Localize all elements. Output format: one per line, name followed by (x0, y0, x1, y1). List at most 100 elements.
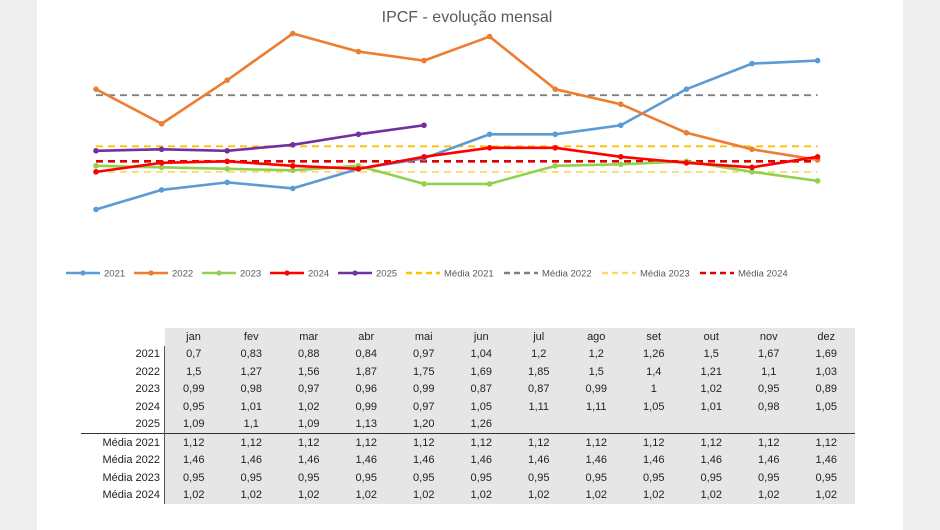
table-cell: 1,02 (395, 486, 453, 504)
table-cell: 1,69 (797, 345, 855, 363)
legend-marker-2024 (284, 270, 290, 276)
legend-label-m-dia-2022: Média 2022 (542, 269, 592, 280)
table-cell: 1,12 (625, 433, 683, 452)
legend-label-2024: 2024 (308, 269, 329, 280)
table-cell: 1,05 (452, 398, 510, 416)
legend-label-m-dia-2023: Média 2023 (640, 269, 690, 280)
table-cell: 1,26 (625, 345, 683, 363)
table-cell: 1,12 (797, 433, 855, 452)
data-point-2025-jun (421, 122, 427, 129)
data-table: jan fev mar abr mai jun jul ago set out nov dez 2021… (81, 328, 855, 504)
table-cell: 0,99 (337, 398, 395, 416)
table-cell: 1,04 (452, 345, 510, 363)
table-cell: 1,46 (510, 451, 568, 469)
row-label: 2025 (81, 415, 165, 434)
data-point-2025-jan (93, 148, 99, 154)
data-point-2022-jan (93, 86, 99, 92)
data-point-2021-nov (749, 60, 755, 67)
table-cell (797, 415, 855, 434)
table-cell: 1,46 (280, 451, 338, 469)
table-cell: 1,12 (510, 433, 568, 452)
table-cell: 1,02 (567, 486, 625, 504)
data-point-2021-abr (290, 185, 296, 192)
legend-label-2025: 2025 (376, 269, 397, 280)
data-point-2021-fev (158, 187, 165, 193)
table-cell: 0,98 (740, 398, 798, 416)
table-cell: 1,27 (222, 363, 280, 381)
data-point-2021-out (683, 86, 690, 92)
data-point-2024-nov (749, 164, 755, 171)
table-cell: 0,87 (452, 380, 510, 398)
table-cell: 1,26 (452, 415, 510, 434)
line-chart: IPCF - evolução mensal 2021 2022 2023 2024 20… (66, 9, 821, 280)
table-row: 2023 0,99 0,98 0,97 0,96 0,99 0,87 0,87 0,99 1 1,0… (81, 380, 855, 398)
table-cell: 0,95 (740, 469, 798, 487)
table-cell: 1,46 (682, 451, 740, 469)
data-point-2022-jul (486, 33, 493, 40)
table-cell: 1,01 (222, 398, 280, 416)
column-header: jan (164, 328, 223, 346)
table-cell: 1,02 (164, 486, 223, 504)
data-point-2022-nov (749, 146, 755, 153)
data-point-2021-ago (552, 131, 558, 138)
table-cell: 0,97 (395, 345, 453, 363)
table-cell: 1,5 (682, 345, 740, 363)
table-cell: 1,09 (280, 415, 338, 434)
table-cell: 1,03 (797, 363, 855, 381)
table-row: Média 2024 1,02 1,02 1,02 1,02 1,02 1,02 1,02 1,… (81, 486, 855, 504)
table-cell: 1,12 (337, 433, 395, 452)
table-cell: 0,98 (222, 380, 280, 398)
legend-label-2023: 2023 (240, 269, 261, 280)
table-cell: 1,12 (682, 433, 740, 452)
data-point-2024-out (683, 160, 690, 166)
column-header: jul (510, 328, 568, 346)
column-header: nov (740, 328, 798, 346)
table-cell: 1,20 (395, 415, 453, 434)
table-cell: 0,95 (567, 469, 625, 487)
table-cell: 1,12 (164, 433, 223, 452)
row-label: 2023 (81, 380, 165, 398)
table-cell: 1,02 (682, 380, 740, 398)
table-cell: 1,02 (222, 486, 280, 504)
table-row: 2021 0,7 0,83 0,88 0,84 0,97 1,04 1,2 1,2 1,26 1,5… (81, 345, 855, 363)
table-header-row: jan fev mar abr mai jun jul ago set out nov dez (81, 328, 855, 346)
table-row: Média 2022 1,46 1,46 1,46 1,46 1,46 1,46 1,46 1,… (81, 451, 855, 469)
table-cell: 0,87 (510, 380, 568, 398)
table-cell: 1,85 (510, 363, 568, 381)
table-cell: 1,46 (797, 451, 855, 469)
legend-marker-2023 (216, 270, 222, 276)
column-header: out (682, 328, 740, 346)
table-cell: 1,13 (337, 415, 395, 434)
table-row: 2024 0,95 1,01 1,02 0,99 0,97 1,05 1,11 1,11 1,05… (81, 398, 855, 416)
column-header: dez (797, 328, 855, 346)
series-line-2022 (95, 32, 818, 162)
table-cell (682, 415, 740, 434)
legend-marker-2021 (80, 270, 86, 276)
table-cell: 1,02 (337, 486, 395, 504)
data-point-2021-mar (224, 179, 230, 186)
table-cell: 1,05 (797, 398, 855, 416)
table-cell: 1,87 (337, 363, 395, 381)
legend-label-2022: 2022 (172, 269, 193, 280)
table-cell: 1,67 (740, 345, 798, 363)
column-header: jun (452, 328, 510, 346)
table-cell: 1,02 (280, 398, 338, 416)
data-point-2021-jul (486, 131, 493, 138)
table-cell: 1,02 (452, 486, 510, 504)
data-point-2023-jul (486, 181, 493, 187)
table-cell: 0,95 (625, 469, 683, 487)
data-point-2022-out (683, 129, 690, 136)
table-cell: 0,96 (337, 380, 395, 398)
table-cell: 1,05 (625, 398, 683, 416)
data-point-2023-jun (421, 181, 427, 187)
row-label: Média 2023 (81, 469, 165, 487)
table-cell: 0,89 (797, 380, 855, 398)
table-cell: 0,95 (510, 469, 568, 487)
table-cell: 1,5 (164, 363, 223, 381)
table-cell: 1,02 (797, 486, 855, 504)
data-point-2022-mar (224, 77, 230, 83)
table-cell: 0,99 (395, 380, 453, 398)
table-cell: 1,11 (510, 398, 568, 416)
data-point-2021-jan (93, 206, 99, 213)
table-cell: 0,99 (567, 380, 625, 398)
